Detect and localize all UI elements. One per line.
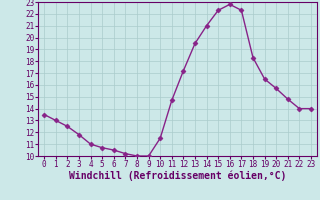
X-axis label: Windchill (Refroidissement éolien,°C): Windchill (Refroidissement éolien,°C) [69,171,286,181]
